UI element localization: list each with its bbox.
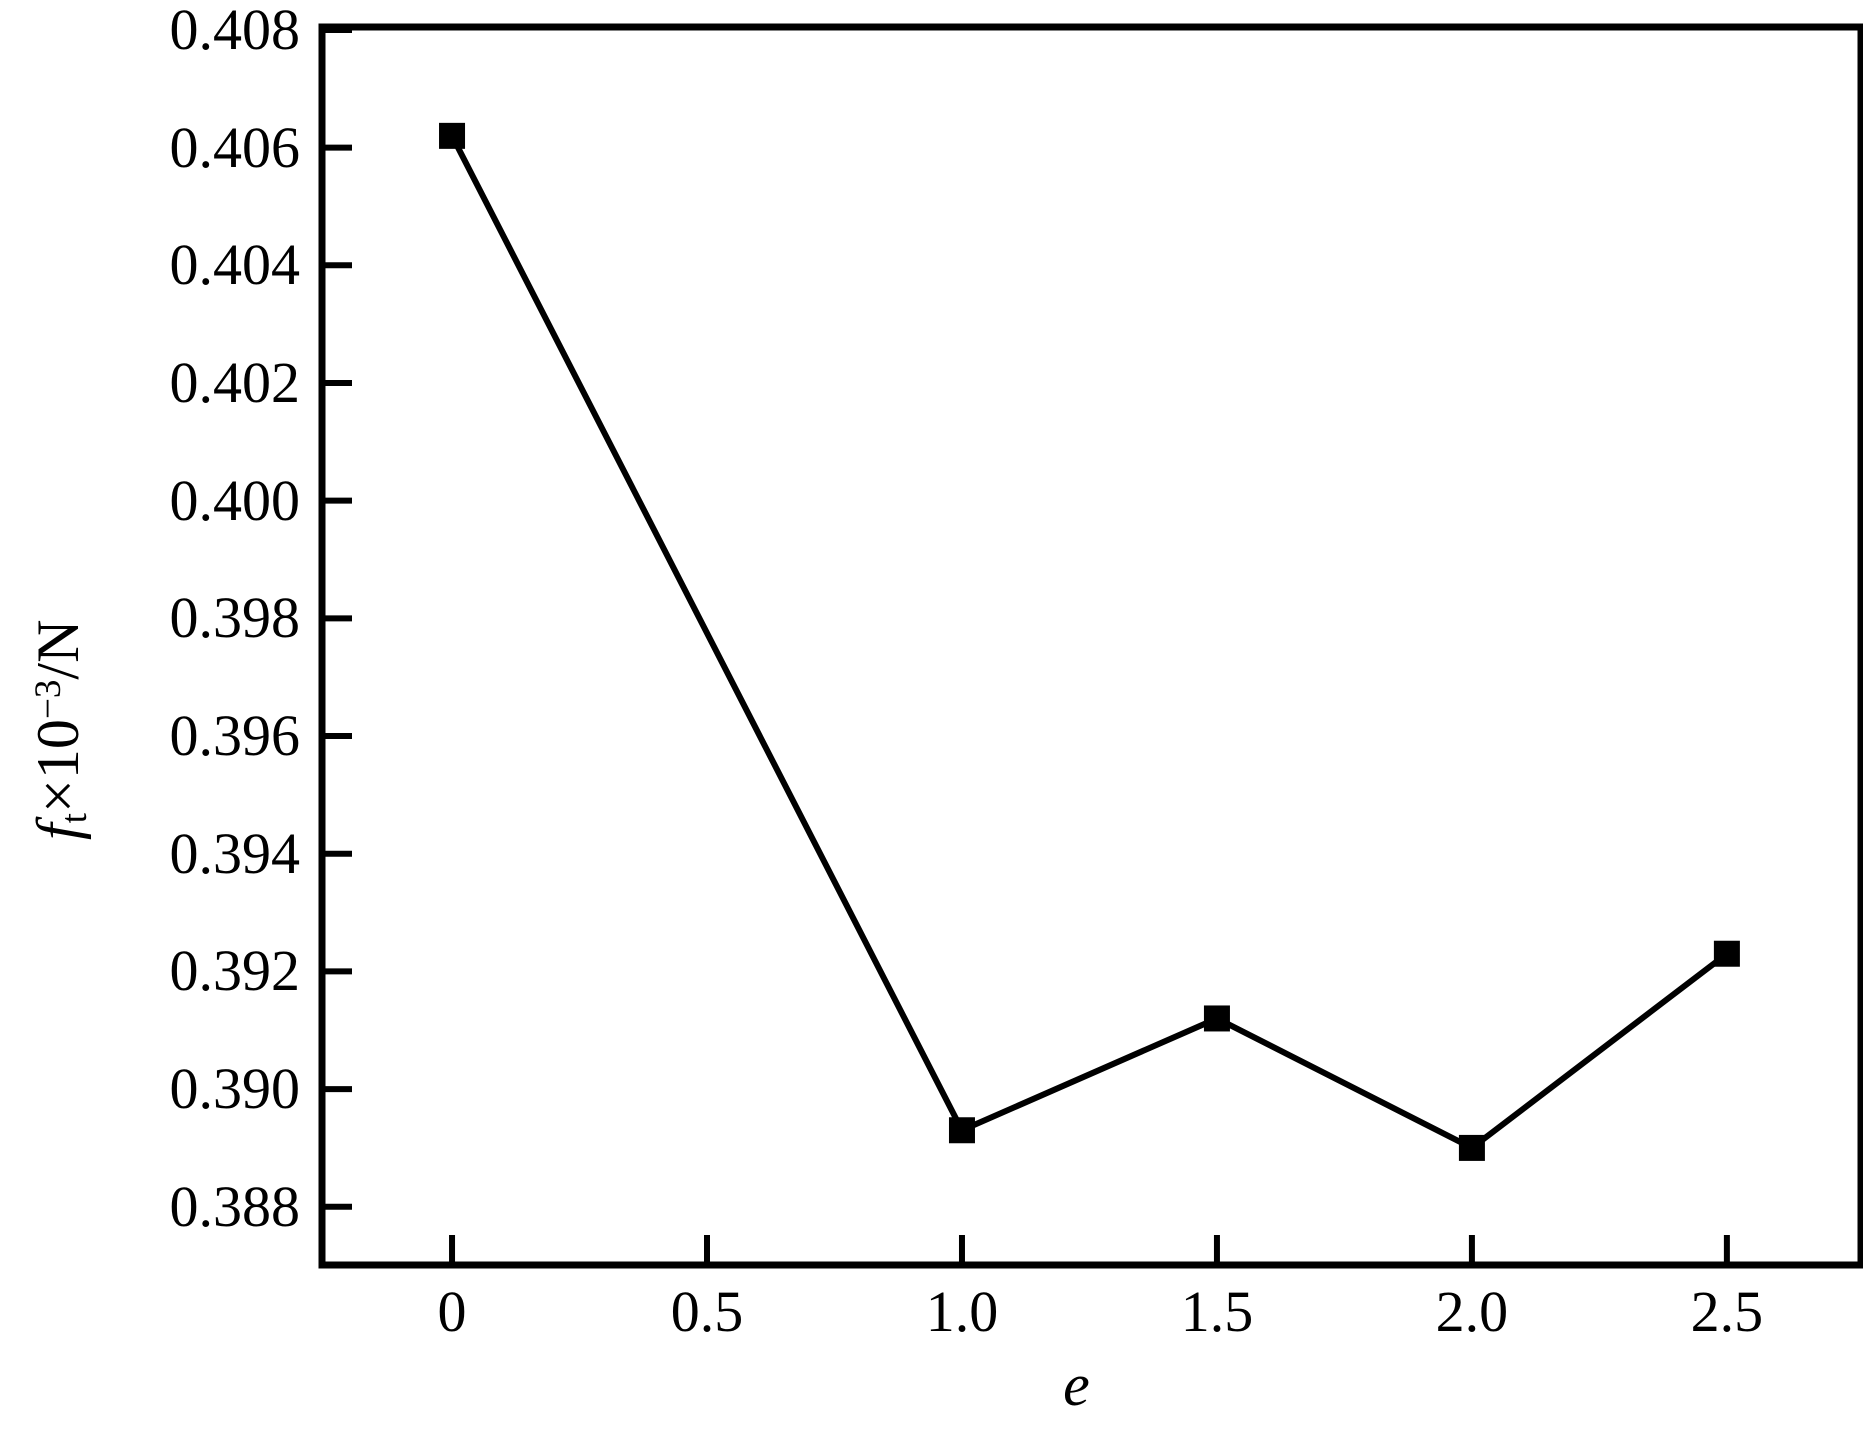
x-axis-tick-label: 1.5 xyxy=(1180,1279,1254,1344)
x-axis-tick-label: 2.5 xyxy=(1690,1279,1764,1344)
y-axis-tick-label: 0.406 xyxy=(169,114,301,180)
y-axis-tick-label: 0.396 xyxy=(169,703,301,769)
y-axis-tick-label: 0.390 xyxy=(169,1056,301,1122)
y-axis-tick-label: 0.400 xyxy=(169,467,301,533)
data-series-markers xyxy=(439,122,1740,1161)
y-axis-tick-label: 0.394 xyxy=(169,820,301,886)
y-axis-tick-label: 0.404 xyxy=(169,232,301,298)
data-point-marker xyxy=(1203,1005,1230,1032)
y-axis-tick-label: 0.392 xyxy=(169,938,301,1004)
x-axis-ticks xyxy=(449,1235,1730,1265)
data-point-marker xyxy=(439,122,466,149)
axes-frame xyxy=(318,23,1863,1269)
x-axis-tick-label: 1.0 xyxy=(925,1279,999,1344)
x-axis-tick-label: 0.5 xyxy=(670,1279,744,1344)
y-axis-tick-label: 0.388 xyxy=(169,1173,301,1239)
data-point-marker xyxy=(1713,940,1740,967)
y-axis-title: ft×10−3/N xyxy=(25,619,96,840)
y-axis-ticks xyxy=(322,26,352,1210)
x-axis-tick-label: 0 xyxy=(437,1279,467,1344)
data-series-line xyxy=(449,134,1729,1152)
y-axis-tick-label: 0.402 xyxy=(169,349,301,415)
y-axis-tick-label: 0.398 xyxy=(169,585,301,651)
x-axis-title: e xyxy=(1063,1352,1090,1418)
data-point-marker xyxy=(1458,1134,1485,1161)
x-axis-tick-label: 2.0 xyxy=(1435,1279,1509,1344)
data-point-marker xyxy=(948,1117,975,1144)
y-axis-tick-label: 0.408 xyxy=(169,0,301,62)
